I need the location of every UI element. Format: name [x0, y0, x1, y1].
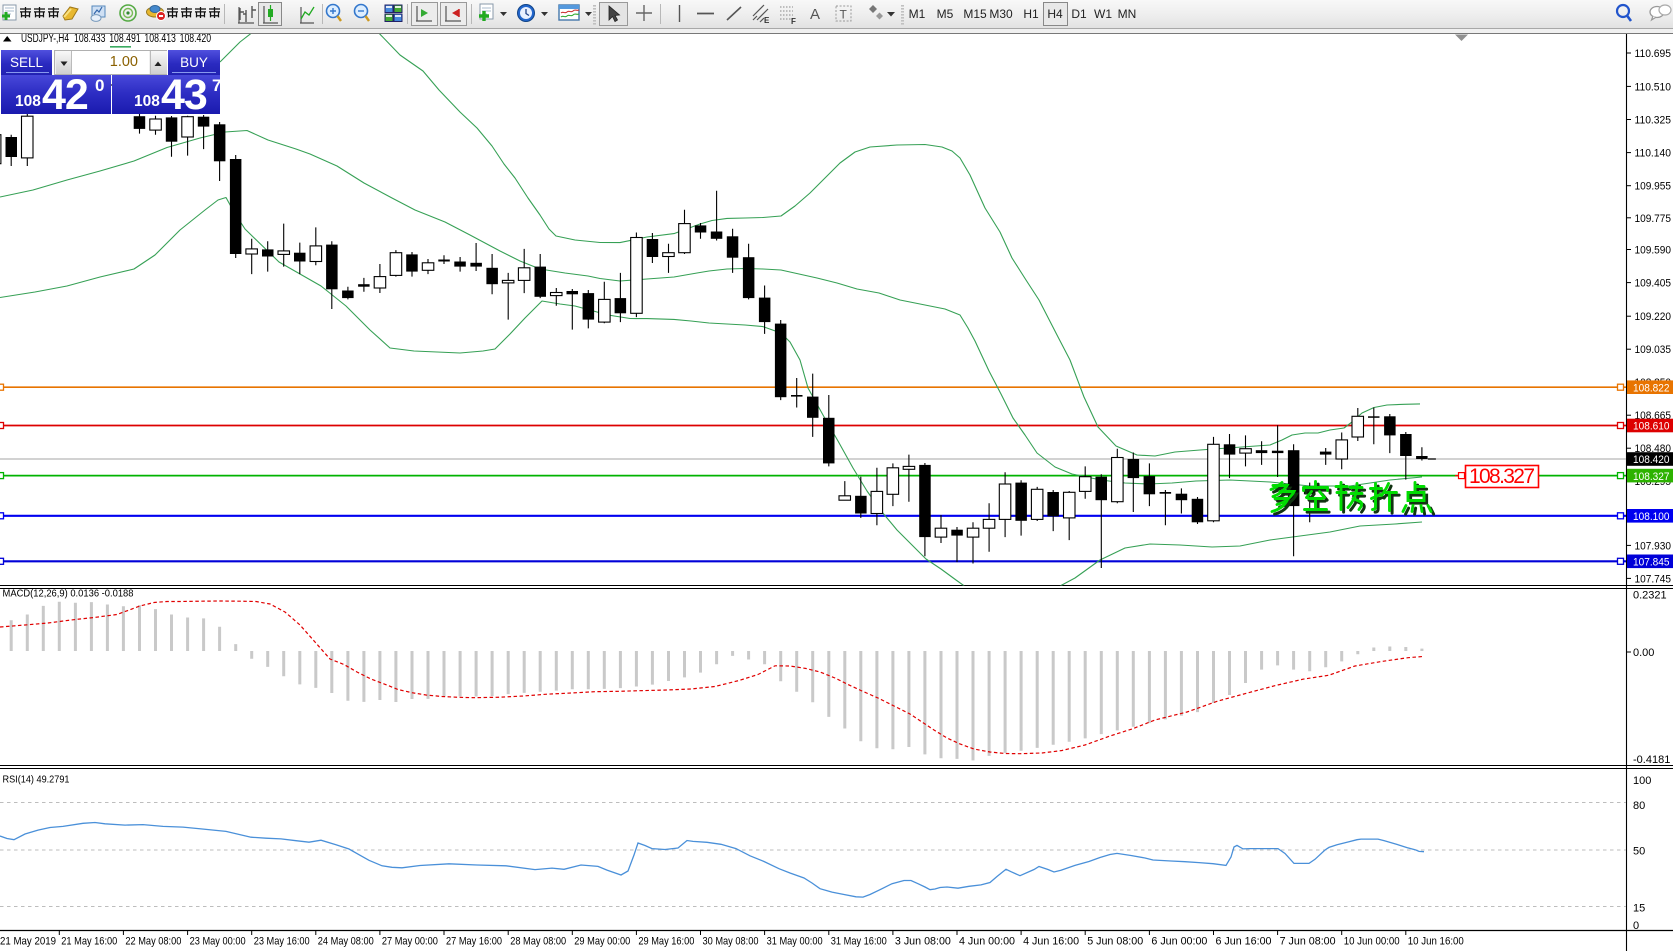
svg-text:107.745: 107.745: [1635, 573, 1672, 585]
svg-text:M15: M15: [963, 7, 987, 21]
svg-text:22 May 08:00: 22 May 08:00: [125, 936, 181, 948]
svg-text:D1: D1: [1071, 7, 1087, 21]
svg-text:10 Jun 00:00: 10 Jun 00:00: [1344, 936, 1400, 948]
svg-text:4 Jun 00:00: 4 Jun 00:00: [959, 936, 1015, 948]
svg-text:108.491: 108.491: [109, 33, 141, 45]
svg-text:110.695: 110.695: [1635, 48, 1672, 60]
svg-text:21 May 16:00: 21 May 16:00: [61, 936, 117, 948]
svg-text:E: E: [764, 16, 770, 25]
svg-text:MACD(12,26,9) 0.0136 -0.0188: MACD(12,26,9) 0.0136 -0.0188: [3, 588, 134, 600]
svg-text:21 May 2019: 21 May 2019: [0, 936, 56, 948]
svg-text:29 May 16:00: 29 May 16:00: [638, 936, 694, 948]
svg-text:29 May 00:00: 29 May 00:00: [574, 936, 630, 948]
svg-text:7 Jun 08:00: 7 Jun 08:00: [1280, 936, 1336, 948]
svg-text:109.035: 109.035: [1635, 344, 1672, 356]
svg-text:108.822: 108.822: [1633, 382, 1670, 394]
svg-text:W1: W1: [1094, 7, 1112, 21]
svg-text:28 May 08:00: 28 May 08:00: [510, 936, 566, 948]
svg-text:23 May 00:00: 23 May 00:00: [190, 936, 246, 948]
svg-text:T: T: [840, 8, 848, 22]
svg-text:109.405: 109.405: [1635, 278, 1672, 290]
svg-text:15: 15: [1633, 903, 1645, 915]
svg-text:M5: M5: [937, 7, 954, 21]
svg-text:109.220: 109.220: [1635, 311, 1672, 323]
svg-text:109.590: 109.590: [1635, 245, 1672, 257]
svg-text:6 Jun 00:00: 6 Jun 00:00: [1151, 936, 1207, 948]
svg-text:100: 100: [1633, 775, 1651, 787]
svg-text:3 Jun 08:00: 3 Jun 08:00: [895, 936, 951, 948]
svg-text:108.100: 108.100: [1633, 511, 1670, 523]
svg-text:108.327: 108.327: [1633, 471, 1670, 483]
svg-text:31 May 00:00: 31 May 00:00: [767, 936, 823, 948]
svg-text:27 May 16:00: 27 May 16:00: [446, 936, 502, 948]
svg-text:H1: H1: [1023, 7, 1039, 21]
svg-text:23 May 16:00: 23 May 16:00: [254, 936, 310, 948]
svg-text:31 May 16:00: 31 May 16:00: [831, 936, 887, 948]
svg-text:27 May 00:00: 27 May 00:00: [382, 936, 438, 948]
svg-text:5 Jun 08:00: 5 Jun 08:00: [1087, 936, 1143, 948]
svg-text:50: 50: [1633, 846, 1645, 858]
svg-text:10 Jun 16:00: 10 Jun 16:00: [1408, 936, 1464, 948]
svg-text:108.420: 108.420: [1633, 454, 1670, 466]
svg-text:107.930: 107.930: [1635, 540, 1672, 552]
svg-text:4 Jun 16:00: 4 Jun 16:00: [1023, 936, 1079, 948]
svg-text:110.140: 110.140: [1635, 148, 1672, 160]
svg-text:MN: MN: [1118, 7, 1137, 21]
svg-text:A: A: [810, 6, 820, 23]
svg-text:M30: M30: [989, 7, 1013, 21]
svg-text:6 Jun 16:00: 6 Jun 16:00: [1216, 936, 1272, 948]
svg-text:110.510: 110.510: [1635, 81, 1672, 93]
svg-text:108.420: 108.420: [180, 33, 212, 45]
svg-text:110.325: 110.325: [1635, 115, 1672, 127]
svg-text:108.413: 108.413: [144, 33, 176, 45]
svg-text:H4: H4: [1047, 7, 1063, 21]
svg-text:USDJPY-,H4: USDJPY-,H4: [21, 33, 69, 45]
svg-text:108.610: 108.610: [1633, 421, 1670, 433]
svg-text:108.433: 108.433: [74, 33, 106, 45]
svg-text:0.2321: 0.2321: [1633, 590, 1667, 602]
svg-text:0: 0: [1633, 920, 1639, 932]
svg-text:108.327: 108.327: [1469, 465, 1535, 488]
svg-text:80: 80: [1633, 800, 1645, 812]
svg-text:0.00: 0.00: [1633, 647, 1654, 659]
svg-text:107.845: 107.845: [1633, 557, 1670, 569]
svg-text:M1: M1: [909, 7, 926, 21]
svg-text:F: F: [791, 17, 796, 26]
svg-text:-0.4181: -0.4181: [1633, 754, 1670, 766]
svg-text:109.775: 109.775: [1635, 213, 1672, 225]
svg-text:24 May 08:00: 24 May 08:00: [318, 936, 374, 948]
svg-text:30 May 08:00: 30 May 08:00: [703, 936, 759, 948]
svg-text:RSI(14) 49.2791: RSI(14) 49.2791: [3, 774, 70, 786]
svg-text:109.955: 109.955: [1635, 181, 1672, 193]
